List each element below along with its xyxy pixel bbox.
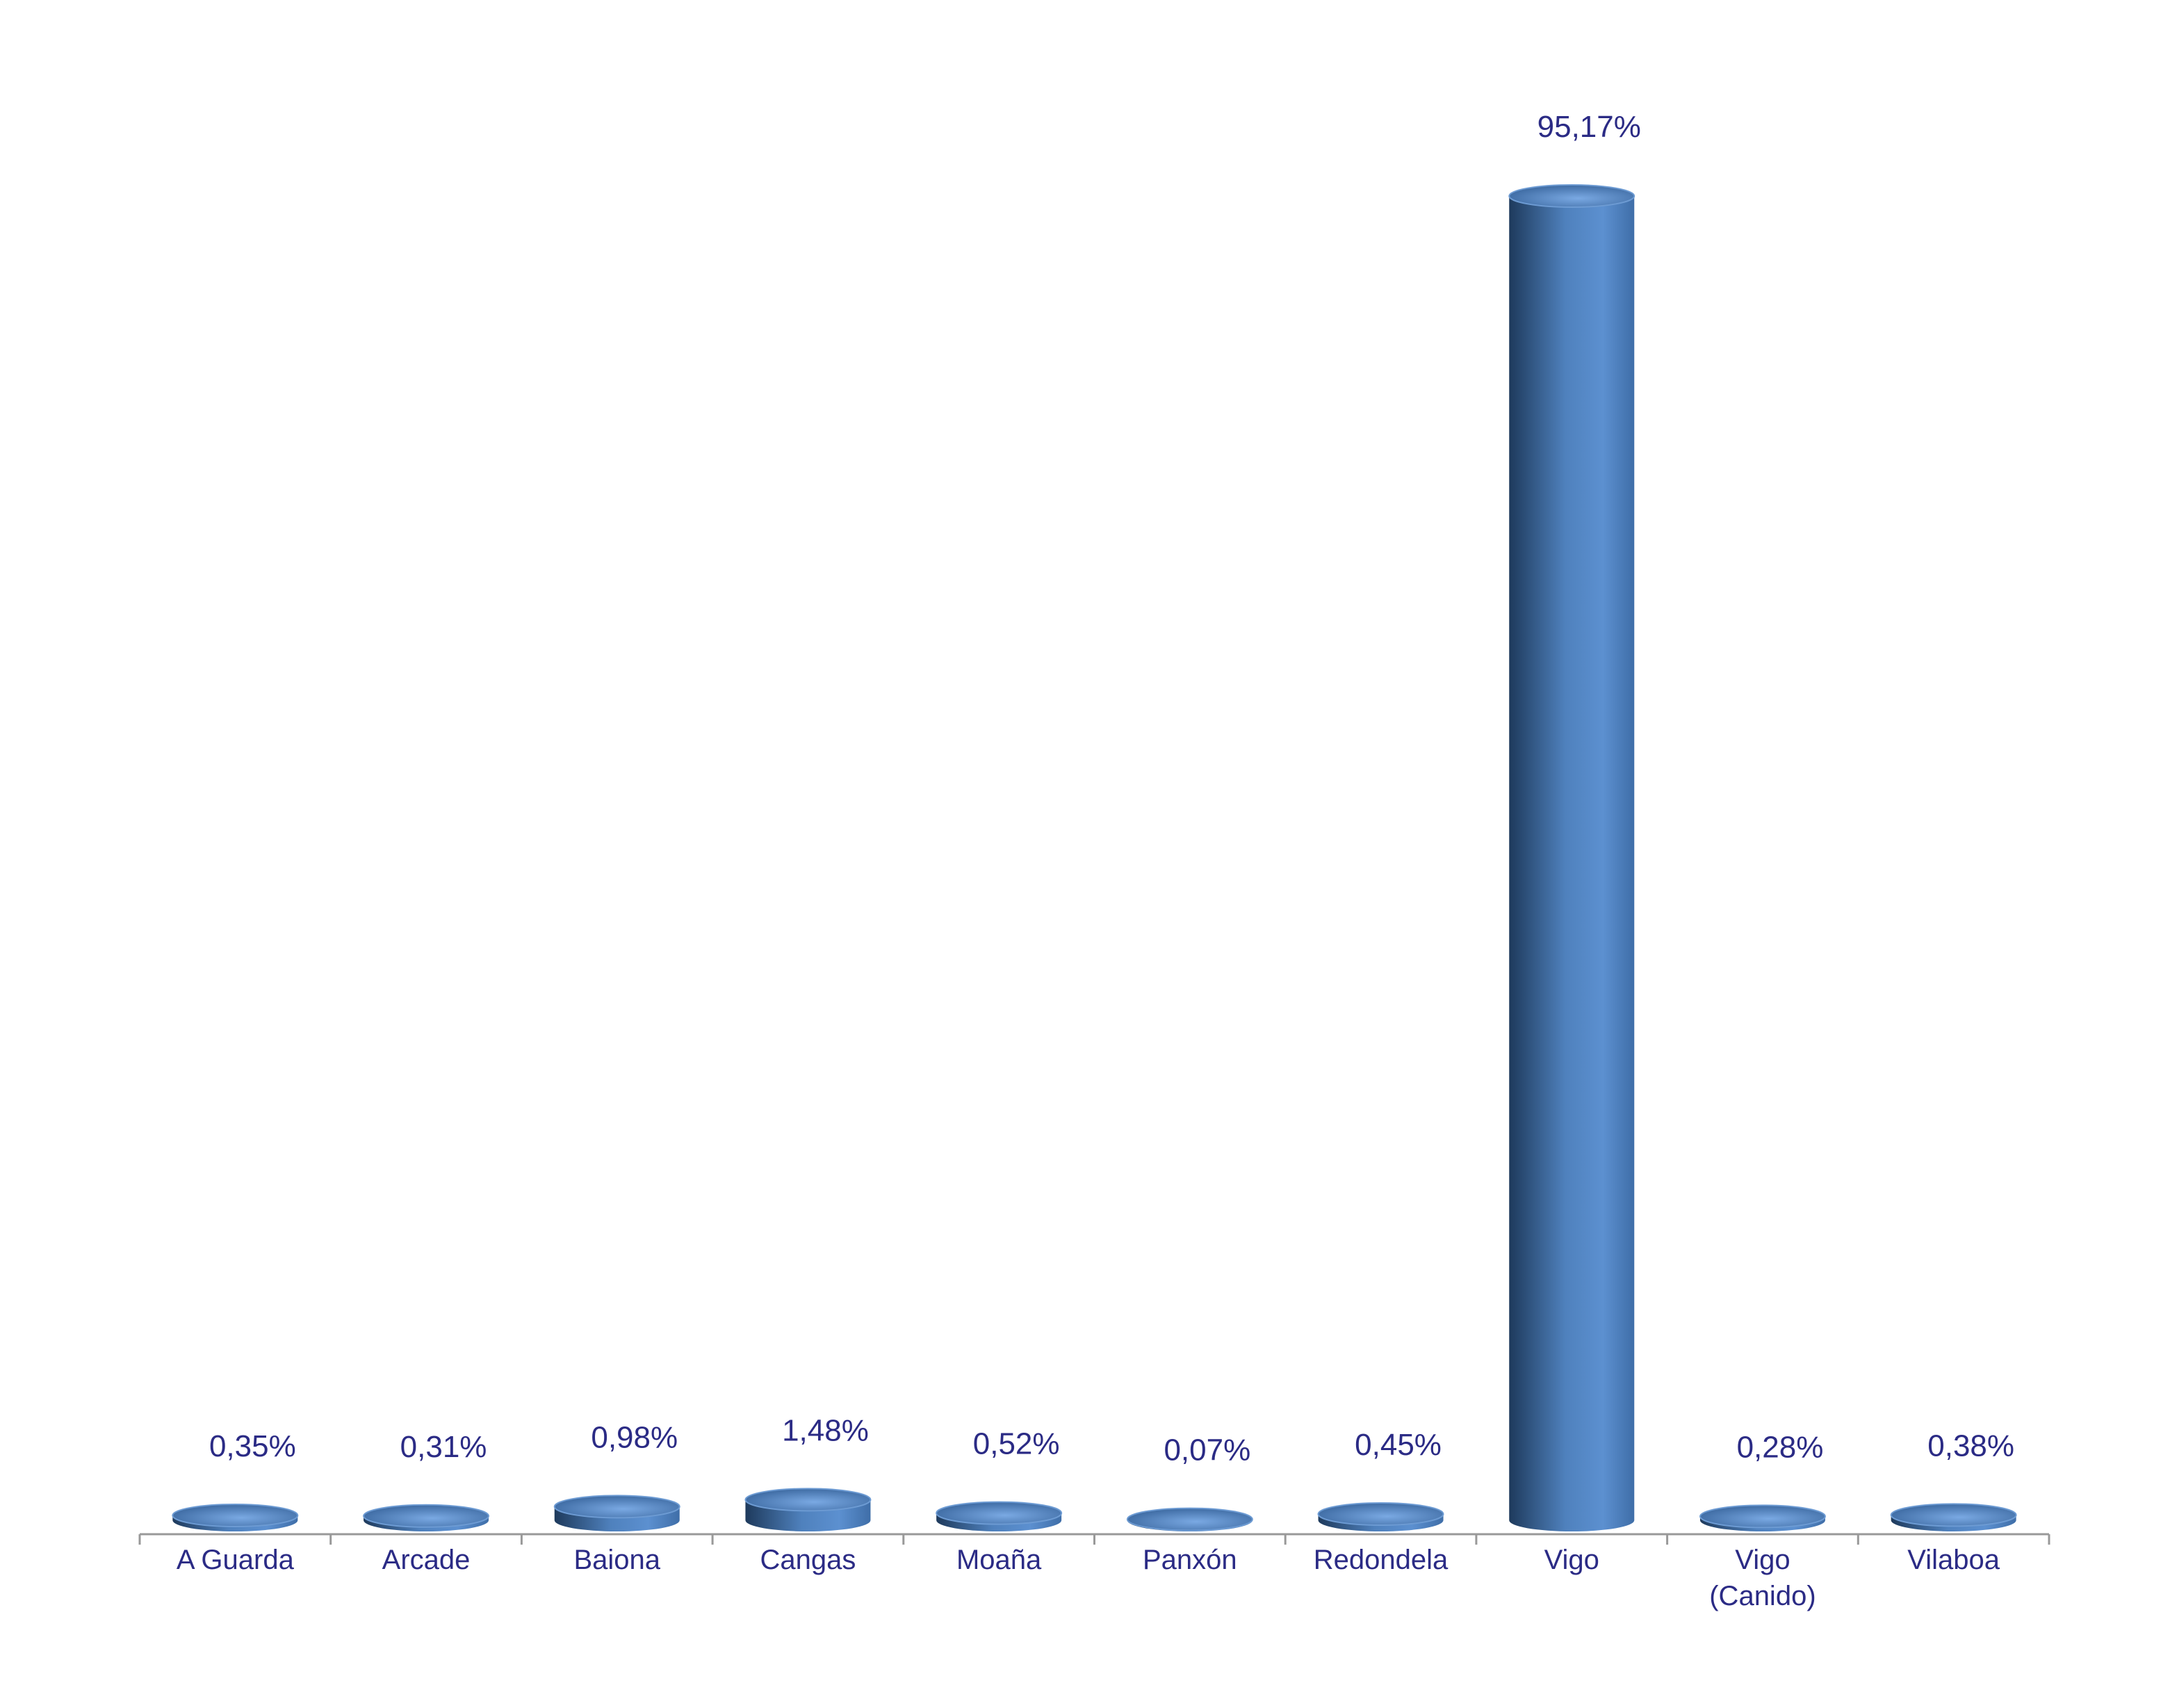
x-tick-label: Moaña [956,1545,1042,1575]
x-tick-label: Vigo [1544,1545,1599,1575]
value-label: 1,48% [782,1413,869,1447]
value-label: 95,17% [1537,110,1641,144]
x-tick-label: Baiona [573,1545,661,1575]
value-label: 0,28% [1737,1430,1824,1464]
bar-top [553,1495,680,1519]
value-label: 0,35% [209,1429,296,1463]
bar-top [936,1501,1063,1525]
value-label: 0,07% [1164,1433,1250,1467]
bar-top [1126,1507,1253,1531]
bar-top [172,1503,299,1527]
x-tick-label: Arcade [382,1545,471,1575]
x-tick-label: Cangas [760,1545,856,1575]
bar-top [1699,1504,1826,1529]
value-label: 0,38% [1927,1429,2014,1463]
bar-top [1317,1502,1444,1526]
x-tick-label: Redondela [1313,1545,1449,1575]
value-label: 0,45% [1355,1428,1442,1462]
bar [1509,196,1635,1531]
value-label: 0,98% [591,1420,678,1454]
x-tick-label: Vilaboa [1907,1545,2000,1575]
value-label: 0,31% [400,1430,487,1464]
bar-top [744,1488,872,1512]
x-tick-label: A Guarda [176,1545,294,1575]
x-tick-label: Vigo (Canido) [1709,1545,1816,1611]
bar-top [1508,184,1635,208]
bar-top [1890,1503,2017,1527]
bar-top [363,1504,490,1528]
x-tick-label: Panxón [1143,1545,1237,1575]
value-label: 0,52% [973,1427,1060,1461]
